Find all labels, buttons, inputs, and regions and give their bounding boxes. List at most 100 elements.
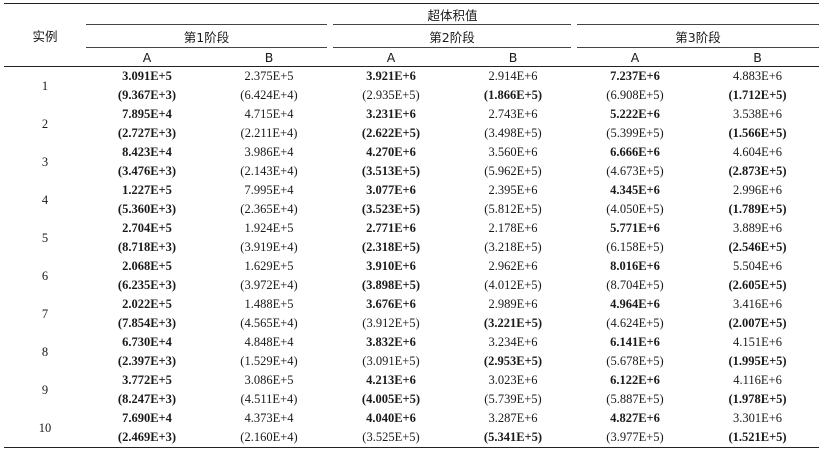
std-value-cell: (5.360E+3) xyxy=(117,202,177,216)
std-value-cell: (8.718E+3) xyxy=(117,240,177,254)
std-value-cell: (4.005E+5) xyxy=(361,392,421,406)
mean-value-cell: 4.715E+4 xyxy=(244,107,294,121)
hypervolume-table: 实例 超体积值 第1阶段 第2阶段 第3阶段 A B A B A B 1 3.09… xyxy=(4,3,820,448)
mean-value-cell: 4.040E+6 xyxy=(366,411,416,425)
mean-value-cell: 4.213E+6 xyxy=(366,373,416,387)
mean-value-cell: 3.910E+6 xyxy=(366,259,416,273)
mean-value-cell: 8.016E+6 xyxy=(610,259,660,273)
mean-value-cell: 3.676E+6 xyxy=(366,297,416,311)
table-row: (8.718E+3) (3.919E+4) (2.318E+5) (3.218E+5)… xyxy=(4,238,819,257)
table-body: 1 3.091E+5 2.375E+5 3.921E+6 2.914E+6 7.237E+… xyxy=(4,67,820,448)
mean-value-cell: 3.023E+6 xyxy=(488,373,538,387)
table-row: 8 6.730E+4 4.848E+4 3.832E+6 3.234E+6 6.141E+… xyxy=(4,333,819,359)
mean-value-cell: 7.237E+6 xyxy=(610,69,660,83)
std-value-cell: (1.978E+5) xyxy=(728,392,787,406)
mean-value-cell: 6.141E+6 xyxy=(610,335,660,349)
table-row: (2.397E+3) (1.529E+4) (3.091E+5) (2.953E+5)… xyxy=(4,352,819,371)
std-value-cell: (8.704E+5) xyxy=(606,278,664,292)
mean-value-cell: 3.986E+4 xyxy=(244,145,294,159)
std-value-cell: (2.727E+3) xyxy=(117,126,177,140)
std-value-cell: (1.995E+5) xyxy=(728,354,787,368)
std-value-cell: (3.221E+5) xyxy=(483,316,543,330)
std-value-cell: (7.854E+3) xyxy=(117,316,177,330)
mean-value-cell: 3.416E+6 xyxy=(732,297,783,311)
mean-value-cell: 1.488E+5 xyxy=(244,297,294,311)
std-value-cell: (5.812E+5) xyxy=(484,202,542,216)
mean-value-cell: 2.743E+6 xyxy=(488,107,538,121)
mean-value-cell: 2.375E+5 xyxy=(244,69,294,83)
std-value-cell: (3.218E+5) xyxy=(484,240,542,254)
table-row: 1 3.091E+5 2.375E+5 3.921E+6 2.914E+6 7.237E+… xyxy=(4,67,819,93)
std-value-cell: (1.566E+5) xyxy=(728,126,787,140)
std-value-cell: (3.476E+3) xyxy=(117,164,177,178)
std-value-cell: (3.919E+4) xyxy=(240,240,298,254)
mean-value-cell: 5.222E+6 xyxy=(610,107,660,121)
std-value-cell: (3.525E+5) xyxy=(330,428,452,448)
stage-header: 第1阶段 xyxy=(86,24,330,48)
std-value-cell: (5.678E+5) xyxy=(606,354,664,368)
algo-header: A xyxy=(330,47,452,67)
std-value-cell: (1.521E+5) xyxy=(696,428,820,448)
instance-id: 1 xyxy=(41,78,49,93)
algo-header: B xyxy=(208,47,330,67)
mean-value-cell: 4.116E+6 xyxy=(733,373,782,387)
instance-id: 10 xyxy=(4,409,86,448)
std-value-cell: (1.789E+5) xyxy=(728,202,787,216)
std-value-cell: (9.367E+3) xyxy=(117,88,177,102)
table-row: (5.360E+3) (2.365E+4) (3.523E+5) (5.812E+5)… xyxy=(4,200,819,219)
mean-value-cell: 2.771E+6 xyxy=(366,221,416,235)
mean-value-cell: 4.151E+6 xyxy=(732,335,783,349)
std-value-cell: (2.935E+5) xyxy=(362,88,420,102)
std-value-cell: (2.873E+5) xyxy=(728,164,787,178)
group-header: 超体积值 xyxy=(86,3,820,25)
mean-value-cell: 8.423E+4 xyxy=(122,145,172,159)
std-value-cell: (3.972E+4) xyxy=(240,278,298,292)
algo-header: A xyxy=(86,47,208,67)
std-value-cell: (2.953E+5) xyxy=(483,354,543,368)
mean-value-cell: 2.178E+6 xyxy=(488,221,538,235)
mean-value-cell: 2.996E+6 xyxy=(732,183,783,197)
table-row: (8.247E+3) (4.511E+4) (4.005E+5) (5.739E+5)… xyxy=(4,390,819,409)
std-value-cell: (3.513E+5) xyxy=(361,164,421,178)
std-value-cell: (6.235E+3) xyxy=(117,278,177,292)
mean-value-cell: 5.504E+6 xyxy=(732,259,783,273)
mean-value-cell: 7.995E+4 xyxy=(244,183,294,197)
mean-value-cell: 7.895E+4 xyxy=(122,107,172,121)
mean-value-cell: 3.921E+6 xyxy=(366,69,416,83)
std-value-cell: (4.012E+5) xyxy=(484,278,542,292)
algo-header: B xyxy=(696,47,820,67)
mean-value-cell: 2.962E+6 xyxy=(488,259,538,273)
std-value-cell: (3.898E+5) xyxy=(361,278,421,292)
mean-value-cell: 1.227E+5 xyxy=(122,183,172,197)
mean-value-cell: 3.560E+6 xyxy=(488,145,538,159)
std-value-cell: (5.399E+5) xyxy=(606,126,664,140)
mean-value-cell: 4.964E+6 xyxy=(610,297,660,311)
table-row: 5 2.704E+5 1.924E+5 2.771E+6 2.178E+6 5.771E+… xyxy=(4,219,819,245)
std-value-cell: (2.143E+4) xyxy=(240,164,298,178)
std-value-cell: (2.211E+4) xyxy=(240,126,298,140)
std-value-cell: (2.318E+5) xyxy=(361,240,421,254)
instance-id: 4 xyxy=(41,192,49,207)
table-row: 4 1.227E+5 7.995E+4 3.077E+6 2.395E+6 4.345E+… xyxy=(4,181,819,207)
std-value-cell: (2.160E+4) xyxy=(208,428,330,448)
table-row: (7.854E+3) (4.565E+4) (3.912E+5) (3.221E+5)… xyxy=(4,314,819,333)
mean-value-cell: 3.889E+6 xyxy=(732,221,783,235)
stage-header: 第3阶段 xyxy=(570,24,820,48)
mean-value-cell: 2.914E+6 xyxy=(488,69,538,83)
table-row: (6.235E+3) (3.972E+4) (3.898E+5) (4.012E+5)… xyxy=(4,276,819,295)
mean-value-cell: 3.301E+6 xyxy=(732,411,783,425)
std-value-cell: (3.977E+5) xyxy=(574,428,696,448)
instance-id: 9 xyxy=(41,382,49,397)
std-value-cell: (2.469E+3) xyxy=(86,428,208,448)
mean-value-cell: 7.690E+4 xyxy=(122,411,172,425)
std-value-cell: (4.050E+5) xyxy=(606,202,664,216)
instance-id: 8 xyxy=(41,344,49,359)
table-row: (2.469E+3) (2.160E+4) (3.525E+5) (5.341E+5)… xyxy=(4,428,820,448)
std-value-cell: (1.866E+5) xyxy=(483,88,543,102)
instance-id: 5 xyxy=(41,230,49,245)
mean-value-cell: 6.666E+6 xyxy=(610,145,660,159)
std-value-cell: (2.365E+4) xyxy=(240,202,298,216)
std-value-cell: (2.546E+5) xyxy=(728,240,787,254)
row-label-header: 实例 xyxy=(4,3,86,67)
